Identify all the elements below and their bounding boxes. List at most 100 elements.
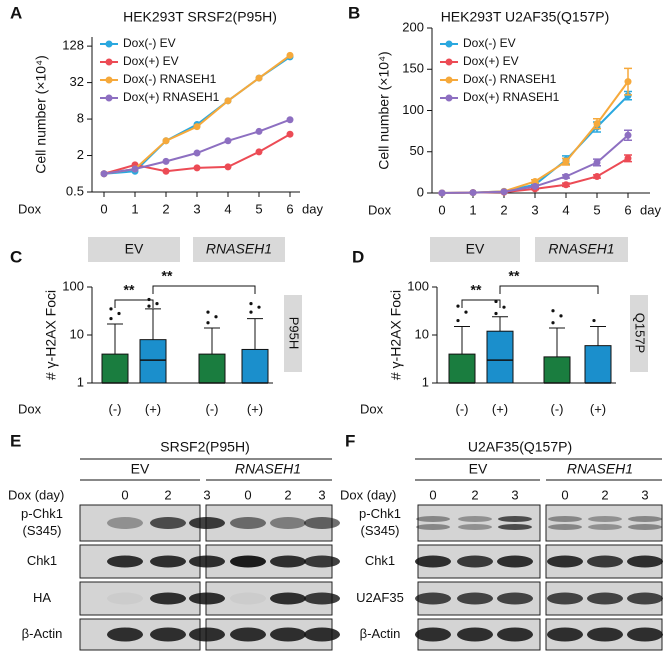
band bbox=[150, 517, 186, 529]
band bbox=[588, 516, 622, 522]
outlier bbox=[494, 311, 498, 316]
band bbox=[230, 592, 266, 605]
legend-label: Dox(+) EV bbox=[463, 54, 519, 68]
band bbox=[189, 627, 225, 642]
band bbox=[587, 592, 623, 605]
group-label: EV bbox=[131, 461, 150, 477]
band bbox=[458, 516, 492, 522]
x-tick-label: (-) bbox=[551, 401, 564, 416]
outlier bbox=[109, 316, 113, 321]
y-tick-label: 50 bbox=[410, 143, 424, 158]
x-suffix: day bbox=[302, 201, 323, 216]
band bbox=[548, 524, 582, 530]
point bbox=[286, 51, 294, 59]
x-tick-label: 6 bbox=[286, 201, 293, 216]
point bbox=[531, 182, 539, 190]
bracket bbox=[461, 299, 501, 308]
box bbox=[241, 348, 269, 384]
outlier bbox=[206, 310, 210, 314]
outlier bbox=[249, 310, 253, 314]
outlier bbox=[551, 309, 555, 313]
point bbox=[162, 167, 170, 175]
point bbox=[438, 189, 446, 197]
group-header bbox=[535, 237, 628, 262]
group-header bbox=[193, 237, 285, 262]
x-prefix: Dox bbox=[368, 202, 392, 217]
point bbox=[255, 148, 263, 156]
outlier bbox=[592, 318, 596, 323]
group-label: EV bbox=[469, 461, 488, 477]
outlier bbox=[155, 302, 159, 306]
band bbox=[304, 555, 340, 568]
significance: ** bbox=[162, 268, 173, 284]
legend-marker bbox=[445, 40, 453, 48]
legend-label: Dox(+) RNASEH1 bbox=[123, 90, 220, 104]
band bbox=[107, 592, 143, 605]
lane-label: 2 bbox=[284, 487, 291, 502]
box bbox=[448, 353, 476, 384]
band bbox=[270, 627, 306, 642]
band bbox=[189, 592, 225, 605]
band bbox=[415, 555, 451, 568]
point bbox=[531, 177, 539, 185]
x-tick-label: (-) bbox=[456, 401, 469, 416]
band bbox=[415, 592, 451, 605]
point bbox=[224, 137, 232, 145]
x-tick-label: 0 bbox=[100, 201, 107, 216]
point bbox=[624, 131, 632, 139]
y-tick-label: 150 bbox=[402, 61, 424, 76]
point bbox=[562, 173, 570, 180]
x-tick-label: 5 bbox=[255, 201, 262, 216]
lane-label: 0 bbox=[561, 487, 568, 502]
box bbox=[139, 339, 167, 384]
band bbox=[497, 627, 533, 642]
group-label: RNASEH1 bbox=[567, 461, 633, 477]
whisker bbox=[454, 326, 470, 355]
lane-label: 2 bbox=[601, 487, 608, 502]
group-label: RNASEH1 bbox=[206, 241, 272, 257]
legend-marker bbox=[105, 76, 113, 84]
y-tick-label: 10 bbox=[70, 326, 84, 341]
band bbox=[415, 627, 451, 642]
chart-title: HEK293T SRSF2(P95H) bbox=[123, 9, 277, 25]
side-label: Q157P bbox=[633, 313, 648, 353]
y-tick-label: 2 bbox=[77, 147, 84, 162]
band bbox=[150, 555, 186, 568]
group-header bbox=[88, 237, 180, 262]
legend-label: Dox(-) RNASEH1 bbox=[123, 72, 217, 86]
x-tick-label: 2 bbox=[162, 201, 169, 216]
band bbox=[150, 627, 186, 642]
band bbox=[230, 517, 266, 529]
blot-frame bbox=[545, 504, 663, 542]
whisker bbox=[247, 318, 263, 350]
band bbox=[628, 516, 662, 522]
panel-label: C bbox=[10, 247, 22, 266]
band bbox=[457, 592, 493, 605]
point bbox=[193, 123, 201, 131]
x-prefix: Dox bbox=[18, 201, 42, 216]
group-label: RNASEH1 bbox=[548, 241, 614, 257]
box bbox=[486, 330, 514, 384]
band bbox=[588, 524, 622, 530]
point bbox=[593, 158, 601, 166]
row-label: (S345) bbox=[22, 523, 61, 538]
chart-title: HEK293T U2AF35(Q157P) bbox=[441, 9, 610, 25]
y-tick-label: 32 bbox=[70, 74, 84, 89]
side-label: P95H bbox=[287, 317, 302, 350]
y-tick-label: 1 bbox=[77, 374, 84, 389]
whisker bbox=[107, 323, 123, 355]
x-tick-label: 4 bbox=[562, 202, 569, 217]
band bbox=[627, 627, 663, 642]
outlier bbox=[109, 307, 113, 311]
point bbox=[562, 158, 570, 166]
outlier bbox=[147, 304, 151, 308]
band bbox=[547, 555, 583, 568]
outlier bbox=[551, 321, 555, 325]
band bbox=[150, 592, 186, 605]
point bbox=[255, 127, 263, 135]
point bbox=[469, 189, 477, 197]
band bbox=[416, 516, 450, 522]
blot-title: SRSF2(P95H) bbox=[160, 439, 249, 455]
legend-marker bbox=[445, 76, 453, 84]
y-tick-label: 200 bbox=[402, 19, 424, 34]
